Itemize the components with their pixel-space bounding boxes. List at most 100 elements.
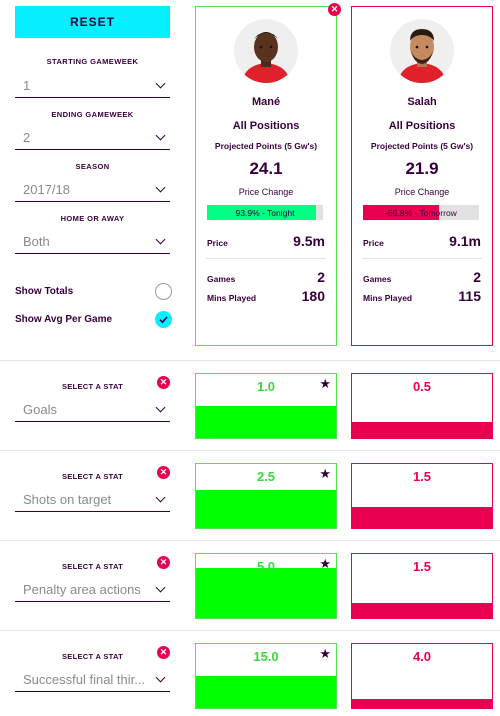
season-select[interactable]: 2017/18 <box>15 178 170 202</box>
stat-value: 15.0 <box>253 649 279 664</box>
stat-value-box-1: 1.0 ★ <box>195 373 337 439</box>
chevron-down-icon <box>155 234 166 245</box>
stat-value-fill <box>196 568 336 618</box>
player-position: All Positions <box>232 120 300 132</box>
mins-value: 115 <box>458 288 481 304</box>
ending-gameweek-select[interactable]: 2 <box>15 126 170 150</box>
close-icon[interactable]: ✕ <box>157 466 170 479</box>
close-icon[interactable]: ✕ <box>157 556 170 569</box>
projected-label: Projected Points (5 Gw's) <box>370 141 474 151</box>
season-label: SEASON <box>75 162 110 171</box>
home-away-select[interactable]: Both <box>15 230 170 254</box>
stat-value-box-2: 1.5 <box>351 553 493 619</box>
section-divider <box>0 540 500 541</box>
stat-value-box-1: 5.0 ★ <box>195 553 337 619</box>
stat-value: 2.5 <box>256 469 276 484</box>
star-icon: ★ <box>319 466 331 481</box>
reset-button[interactable]: RESET <box>15 6 170 38</box>
stat-select[interactable]: Shots on target <box>15 488 170 512</box>
stat-value-box-1: 2.5 ★ <box>195 463 337 529</box>
section-divider <box>0 630 500 631</box>
player-avatar <box>390 19 454 83</box>
close-icon[interactable]: ✕ <box>157 376 170 389</box>
select-stat-label: SELECT A STAT <box>62 562 123 571</box>
card-divider <box>206 258 326 259</box>
stat-value-box-2: 0.5 <box>351 373 493 439</box>
show-avg-row: Show Avg Per Game <box>15 311 172 328</box>
chevron-down-icon <box>155 78 166 89</box>
stat-select-value: Successful final thir... <box>23 672 146 687</box>
section-divider <box>0 450 500 451</box>
show-totals-checkbox[interactable] <box>155 283 172 300</box>
stat-value-fill <box>352 506 492 528</box>
ending-gameweek-value: 2 <box>23 130 31 145</box>
projected-points: 21.9 <box>405 159 439 178</box>
stat-value-fill <box>196 489 336 528</box>
stat-value-fill <box>352 422 492 438</box>
games-label: Games <box>207 274 236 284</box>
price-change-bar: 93.9% - Tonight <box>207 205 323 220</box>
games-row: Games 2 <box>207 269 325 285</box>
home-away-label: HOME OR AWAY <box>60 214 125 223</box>
chevron-down-icon <box>155 182 166 193</box>
show-avg-label: Show Avg Per Game <box>15 314 113 325</box>
star-icon: ★ <box>319 556 331 571</box>
close-icon[interactable]: ✕ <box>157 646 170 659</box>
price-row: Price 9.5m <box>207 233 325 249</box>
games-value: 2 <box>473 269 481 285</box>
mins-label: Mins Played <box>363 293 413 303</box>
select-stat-label: SELECT A STAT <box>62 652 123 661</box>
select-stat-label: SELECT A STAT <box>62 472 123 481</box>
chevron-down-icon <box>155 582 166 593</box>
price-label: Price <box>363 238 384 248</box>
stat-value-box-1: 15.0 ★ <box>195 643 337 709</box>
starting-gameweek-select[interactable]: 1 <box>15 74 170 98</box>
stat-value: 5.0 <box>256 559 276 574</box>
player-card-2: Salah All Positions Projected Points (5 … <box>351 6 493 346</box>
chevron-down-icon <box>155 130 166 141</box>
stat-value-fill <box>352 699 492 708</box>
stat-select[interactable]: Penalty area actions <box>15 578 170 602</box>
star-icon: ★ <box>319 376 331 391</box>
stat-select[interactable]: Successful final thir... <box>15 668 170 692</box>
price-change-label: Price Change <box>394 187 450 197</box>
starting-gameweek-label: STARTING GAMEWEEK <box>46 57 139 66</box>
price-row: Price 9.1m <box>363 233 481 249</box>
price-change-text: -65.8% - Tomorrow <box>385 207 457 218</box>
check-icon <box>159 316 168 324</box>
stat-value-box-2: 1.5 <box>351 463 493 529</box>
home-away-value: Both <box>23 234 50 249</box>
player-name: Salah <box>407 96 437 108</box>
mins-row: Mins Played 115 <box>363 288 481 304</box>
player-position: All Positions <box>388 120 456 132</box>
stat-value: 1.5 <box>412 469 432 484</box>
stat-select[interactable]: Goals <box>15 398 170 422</box>
section-divider <box>0 360 500 361</box>
games-label: Games <box>363 274 392 284</box>
chevron-down-icon <box>155 492 166 503</box>
price-change-label: Price Change <box>238 187 294 197</box>
mins-label: Mins Played <box>207 293 257 303</box>
projected-label: Projected Points (5 Gw's) <box>214 141 318 151</box>
stat-value-fill <box>352 602 492 618</box>
stat-value-fill <box>196 676 336 708</box>
price-change-text: 93.9% - Tonight <box>235 207 295 218</box>
price-value: 9.1m <box>449 233 481 249</box>
show-totals-label: Show Totals <box>15 286 74 297</box>
price-change-bar: -65.8% - Tomorrow <box>363 205 479 220</box>
price-label: Price <box>207 238 228 248</box>
stat-value: 1.5 <box>412 559 432 574</box>
show-avg-checkbox[interactable] <box>155 311 172 328</box>
season-value: 2017/18 <box>23 182 70 197</box>
projected-points: 24.1 <box>249 159 283 178</box>
stat-value: 4.0 <box>412 649 432 664</box>
price-value: 9.5m <box>293 233 325 249</box>
player-name: Mané <box>251 96 281 108</box>
select-stat-label: SELECT A STAT <box>62 382 123 391</box>
card-divider <box>362 258 482 259</box>
stat-select-value: Penalty area actions <box>23 582 141 597</box>
stat-select-value: Shots on target <box>23 492 112 507</box>
mins-value: 180 <box>301 288 325 304</box>
star-icon: ★ <box>319 646 331 661</box>
close-icon[interactable]: ✕ <box>328 3 341 16</box>
